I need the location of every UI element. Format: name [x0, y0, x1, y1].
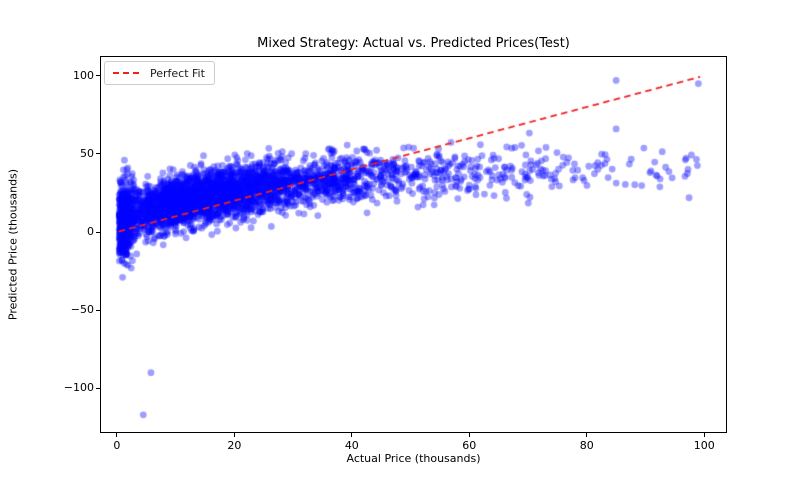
- legend-label: Perfect Fit: [150, 66, 205, 80]
- plot-area: Perfect Fit: [100, 56, 727, 433]
- x-tick-label: 100: [693, 439, 715, 452]
- x-tick-mark: [351, 433, 353, 437]
- y-tick-label: 50: [80, 146, 94, 160]
- y-tick-label: −50: [70, 303, 94, 317]
- x-tick-mark: [586, 433, 588, 437]
- y-tick-mark: [96, 231, 100, 233]
- x-tick-label: 20: [227, 439, 242, 452]
- legend: Perfect Fit: [104, 61, 215, 85]
- y-tick-label: −100: [63, 381, 94, 395]
- chart-title: Mixed Strategy: Actual vs. Predicted Pri…: [257, 36, 570, 51]
- x-tick-label: 0: [113, 439, 121, 452]
- x-tick-label: 40: [344, 439, 359, 452]
- dashed-line-icon: [113, 72, 141, 74]
- y-tick-label: 100: [73, 68, 94, 82]
- x-tick-label: 80: [579, 439, 594, 452]
- x-tick-mark: [703, 433, 705, 437]
- y-tick-mark: [96, 387, 100, 389]
- scatter-canvas: [101, 57, 726, 432]
- y-tick-label: 0: [87, 225, 94, 238]
- x-tick-mark: [468, 433, 470, 437]
- x-tick-mark: [116, 433, 118, 437]
- y-tick-mark: [96, 309, 100, 311]
- x-tick-label: 60: [462, 439, 477, 452]
- x-axis-label: Actual Price (thousands): [346, 452, 481, 465]
- x-tick-mark: [233, 433, 235, 437]
- y-axis-label: Predicted Price (thousands): [6, 168, 20, 321]
- y-tick-mark: [96, 75, 100, 77]
- y-tick-mark: [96, 153, 100, 155]
